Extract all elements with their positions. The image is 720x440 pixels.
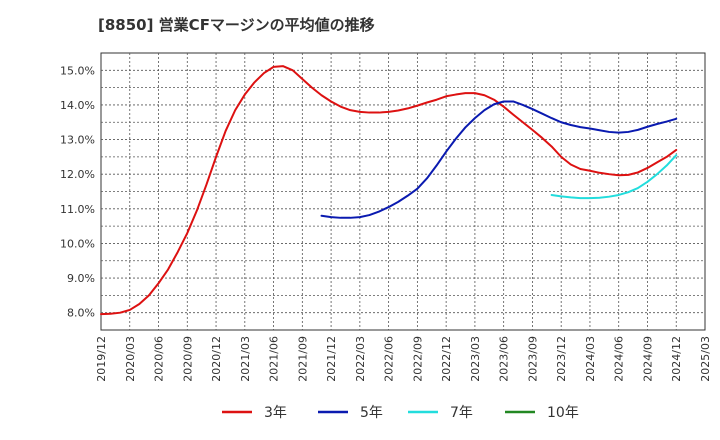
x-tick-label: 2023/03 xyxy=(469,336,482,382)
series-lines xyxy=(100,65,678,316)
x-tick-label: 2023/09 xyxy=(526,336,539,382)
x-tick-label: 2021/12 xyxy=(325,336,338,382)
y-tick-label: 13.0% xyxy=(60,134,95,147)
x-tick-label: 2022/06 xyxy=(383,336,396,382)
x-tick-label: 2020/09 xyxy=(181,336,194,382)
x-tick-label: 2024/12 xyxy=(670,336,683,382)
y-tick-label: 12.0% xyxy=(60,168,95,181)
x-tick-label: 2021/03 xyxy=(239,336,252,382)
x-tick-label: 2021/09 xyxy=(296,336,309,382)
y-tick-label: 10.0% xyxy=(60,237,95,250)
x-tick-label: 2022/09 xyxy=(411,336,424,382)
y-axis-ticks: 8.0% 9.0% 10.0% 11.0% 12.0% 13.0% 14.0% 15.0% xyxy=(60,64,95,319)
x-tick-label: 2020/06 xyxy=(153,336,166,382)
legend-label-10年: 10年 xyxy=(547,405,579,421)
x-tick-label: 2019/12 xyxy=(95,336,108,382)
series-line-3年 xyxy=(100,65,678,316)
x-tick-label: 2023/12 xyxy=(555,336,568,382)
y-tick-label: 9.0% xyxy=(67,272,95,285)
x-tick-label: 2023/06 xyxy=(498,336,511,382)
y-tick-label: 11.0% xyxy=(60,203,95,216)
legend-label-7年: 7年 xyxy=(450,405,473,421)
y-tick-label: 14.0% xyxy=(60,99,95,112)
x-tick-label: 2021/06 xyxy=(268,336,281,382)
legend-label-5年: 5年 xyxy=(360,405,383,421)
x-axis-ticks: 2019/12 2020/03 2020/06 2020/09 2020/12 2021/… xyxy=(95,336,712,382)
y-tick-label: 8.0% xyxy=(67,307,95,320)
y-tick-label: 15.0% xyxy=(60,64,95,77)
series-line-7年 xyxy=(550,154,678,200)
x-tick-label: 2022/12 xyxy=(440,336,453,382)
x-tick-label: 2024/03 xyxy=(584,336,597,382)
x-tick-label: 2025/03 xyxy=(699,336,712,382)
grid xyxy=(101,53,705,330)
legend-label-3年: 3年 xyxy=(264,405,287,421)
legend: 3年 5年 7年 10年 xyxy=(222,405,579,421)
series-line-5年 xyxy=(320,100,678,219)
x-tick-label: 2024/06 xyxy=(613,336,626,382)
x-tick-label: 2022/03 xyxy=(354,336,367,382)
x-tick-label: 2020/12 xyxy=(210,336,223,382)
x-tick-label: 2020/03 xyxy=(124,336,137,382)
x-tick-label: 2024/09 xyxy=(641,336,654,382)
chart-title: [8850] 営業CFマージンの平均値の推移 xyxy=(98,16,375,34)
